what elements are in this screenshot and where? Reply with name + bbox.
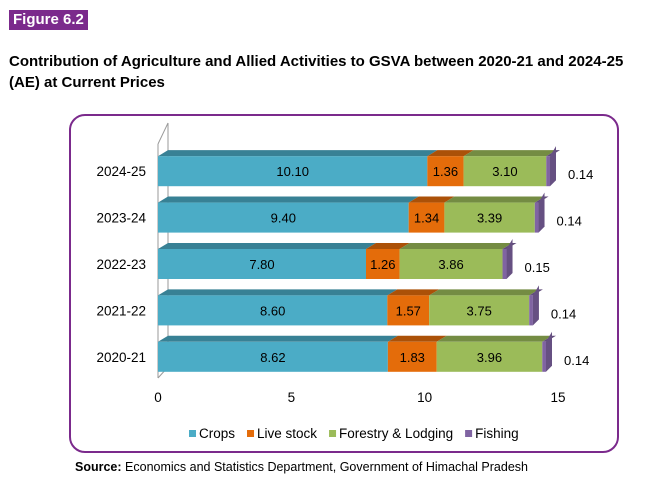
bar-live-stock-top bbox=[387, 289, 440, 296]
bar-forestry-lodging-top bbox=[463, 150, 557, 157]
x-tick-label: 10 bbox=[417, 390, 432, 405]
bar-crops-top bbox=[158, 196, 419, 203]
legend: Crops Live stock Forestry & Lodging Fishing bbox=[189, 426, 519, 441]
data-label: 0.14 bbox=[551, 306, 576, 321]
chart-title: Contribution of Agriculture and Allied A… bbox=[9, 53, 624, 91]
legend-label-live-stock: Live stock bbox=[257, 426, 317, 441]
bar-fishing bbox=[534, 202, 539, 233]
chart-frame bbox=[69, 114, 619, 453]
category-label: 2023-24 bbox=[96, 211, 146, 226]
bar-fishing bbox=[542, 341, 546, 372]
bar-forestry-lodging bbox=[399, 249, 503, 279]
data-label: 10.10 bbox=[276, 164, 309, 179]
bar-fishing-side bbox=[538, 192, 545, 233]
data-label: 1.83 bbox=[400, 350, 425, 365]
data-label: 8.62 bbox=[260, 350, 285, 365]
bar-fishing bbox=[529, 295, 533, 326]
data-label: 3.86 bbox=[438, 257, 463, 272]
legend-swatch-fishing bbox=[465, 430, 473, 437]
data-label: 8.60 bbox=[260, 303, 285, 318]
data-label: 9.40 bbox=[271, 211, 296, 226]
bar-crops bbox=[158, 156, 428, 187]
bar-live-stock bbox=[387, 341, 437, 372]
bar-forestry-lodging bbox=[444, 202, 535, 233]
data-label: 3.75 bbox=[467, 303, 492, 318]
category-label: 2022-23 bbox=[96, 257, 146, 272]
bar-live-stock bbox=[427, 156, 464, 187]
bar-crops-top bbox=[158, 289, 398, 296]
data-label: 1.26 bbox=[370, 257, 395, 272]
bar-forestry-lodging-top bbox=[399, 242, 513, 249]
x-tick-label: 5 bbox=[288, 390, 296, 405]
bar-live-stock bbox=[408, 202, 445, 233]
bar-live-stock-top bbox=[366, 242, 410, 249]
figure-label: Figure 6.2 bbox=[9, 10, 88, 30]
x-tick-label: 15 bbox=[550, 390, 565, 405]
bar-fishing bbox=[546, 156, 550, 187]
bar-crops bbox=[158, 249, 366, 279]
legend-label-forestry-lodging: Forestry & Lodging bbox=[339, 426, 453, 441]
source-text: Economics and Statistics Department, Gov… bbox=[125, 460, 528, 474]
data-label: 3.10 bbox=[492, 164, 517, 179]
bar-crops-top bbox=[158, 335, 398, 342]
bar-crops bbox=[158, 341, 388, 372]
x-tick-label: 0 bbox=[154, 390, 162, 405]
bar-forestry-lodging-top bbox=[429, 289, 540, 296]
category-label: 2020-21 bbox=[96, 350, 146, 365]
bar-fishing-side bbox=[506, 238, 513, 279]
bar-live-stock-top bbox=[387, 335, 447, 342]
bar-fishing-side bbox=[546, 331, 552, 372]
legend-swatch-live-stock bbox=[247, 430, 255, 437]
bar-forestry-lodging bbox=[463, 156, 547, 187]
data-label: 0.15 bbox=[525, 260, 550, 275]
bar-crops-top bbox=[158, 242, 376, 249]
bar-crops bbox=[158, 202, 409, 233]
category-label: 2024-25 bbox=[96, 164, 146, 179]
bar-forestry-lodging bbox=[436, 341, 543, 372]
data-labels: 2024-25 10.10 1.36 3.10 0.14 2023-24 9.40 1.34 3… bbox=[96, 164, 593, 368]
bar-live-stock bbox=[387, 295, 430, 326]
legend-swatch-crops bbox=[189, 430, 196, 437]
legend-label-crops: Crops bbox=[199, 426, 235, 441]
source-note: Source: Economics and Statistics Departm… bbox=[75, 460, 528, 474]
data-label: 1.57 bbox=[396, 303, 421, 318]
data-label: 0.14 bbox=[568, 167, 593, 182]
data-label: 3.96 bbox=[477, 350, 502, 365]
data-label: 0.14 bbox=[557, 214, 582, 229]
depth-line bbox=[157, 122, 169, 145]
bar-live-stock-top bbox=[427, 150, 474, 157]
bar-forestry-lodging-top bbox=[444, 196, 545, 203]
bar-fishing-side bbox=[532, 285, 539, 326]
category-label: 2021-22 bbox=[96, 303, 146, 318]
bar-live-stock bbox=[366, 249, 400, 279]
bar-forestry-lodging-top bbox=[436, 335, 553, 342]
bar-crops bbox=[158, 295, 388, 326]
data-label: 1.34 bbox=[414, 211, 439, 226]
legend-swatch-forestry-lodging bbox=[329, 430, 337, 437]
bar-fishing-side bbox=[550, 146, 556, 187]
bar-crops-top bbox=[158, 150, 438, 157]
bar-live-stock-top bbox=[408, 196, 455, 203]
data-label: 3.39 bbox=[477, 211, 502, 226]
data-label: 0.14 bbox=[564, 353, 589, 368]
source-label: Source: bbox=[75, 460, 122, 474]
data-label: 1.36 bbox=[433, 164, 458, 179]
bar-fishing bbox=[502, 249, 507, 279]
legend-label-fishing: Fishing bbox=[475, 426, 519, 441]
data-label: 7.80 bbox=[249, 257, 274, 272]
bars bbox=[158, 146, 560, 372]
bar-forestry-lodging bbox=[429, 295, 530, 326]
